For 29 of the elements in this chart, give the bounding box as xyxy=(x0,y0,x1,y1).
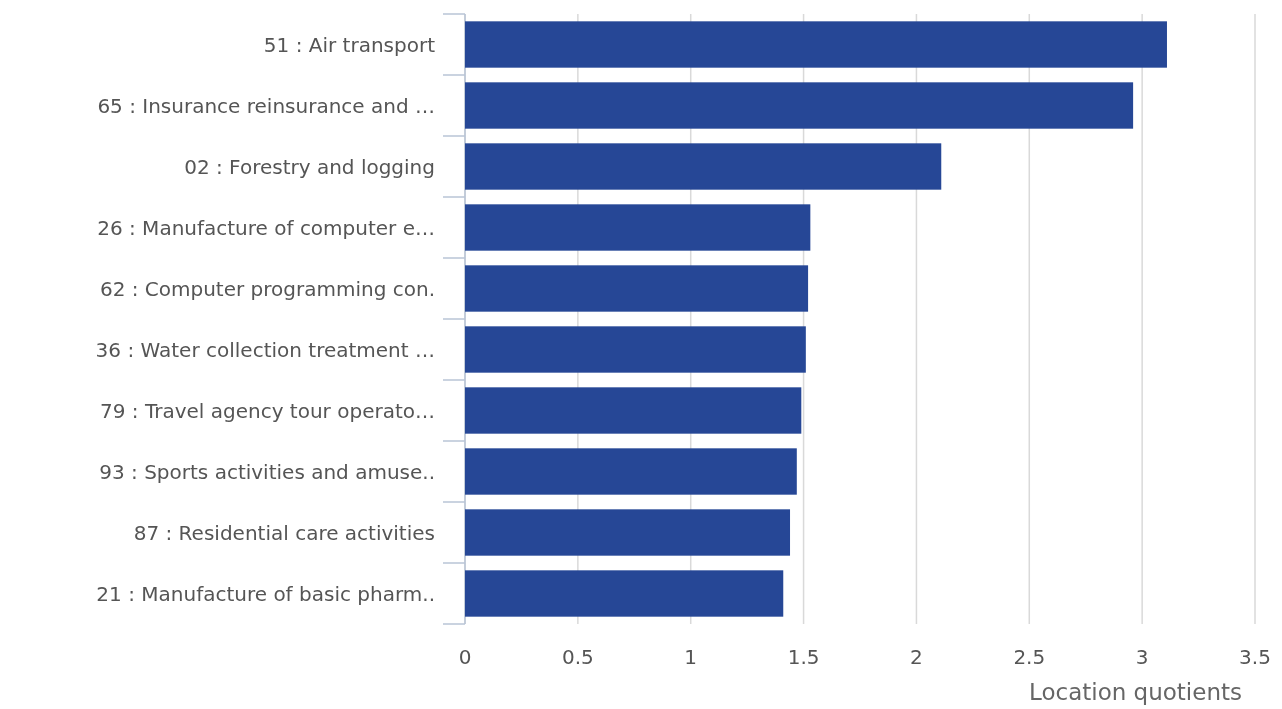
y-tick-label: 87 : Residential care activities xyxy=(133,520,435,545)
x-tick-label: 2 xyxy=(910,645,923,669)
x-axis-title: Location quotients xyxy=(1029,679,1242,705)
bar xyxy=(465,570,784,617)
bar xyxy=(465,326,806,373)
y-tick-label: 79 : Travel agency tour operato… xyxy=(100,398,435,423)
y-tick-label: 21 : Manufacture of basic pharm.. xyxy=(96,581,435,606)
y-tick-label: 93 : Sports activities and amuse.. xyxy=(99,459,435,484)
x-tick-label: 2.5 xyxy=(1013,645,1046,669)
x-tick-label: 0 xyxy=(458,645,472,669)
bar xyxy=(465,82,1134,129)
y-tick-label: 62 : Computer programming con. xyxy=(99,276,435,301)
x-tick-label: 3 xyxy=(1135,645,1149,669)
x-tick-label: 0.5 xyxy=(561,645,594,669)
bar xyxy=(465,509,791,556)
y-tick-label: 26 : Manufacture of computer e… xyxy=(97,215,435,240)
x-tick-label: 3.5 xyxy=(1239,645,1271,669)
bar xyxy=(465,204,811,251)
x-tick-label: 1 xyxy=(684,645,698,669)
y-tick-label: 51 : Air transport xyxy=(263,32,436,57)
bar xyxy=(465,21,1167,68)
y-tick-label: 02 : Forestry and logging xyxy=(184,154,435,179)
x-tick-label: 1.5 xyxy=(787,645,820,669)
bar xyxy=(465,143,942,190)
bar xyxy=(465,265,809,312)
y-tick-label: 65 : Insurance reinsurance and … xyxy=(97,93,435,118)
bar xyxy=(465,387,802,434)
y-tick-label: 36 : Water collection treatment … xyxy=(95,337,435,362)
bar xyxy=(465,448,797,495)
